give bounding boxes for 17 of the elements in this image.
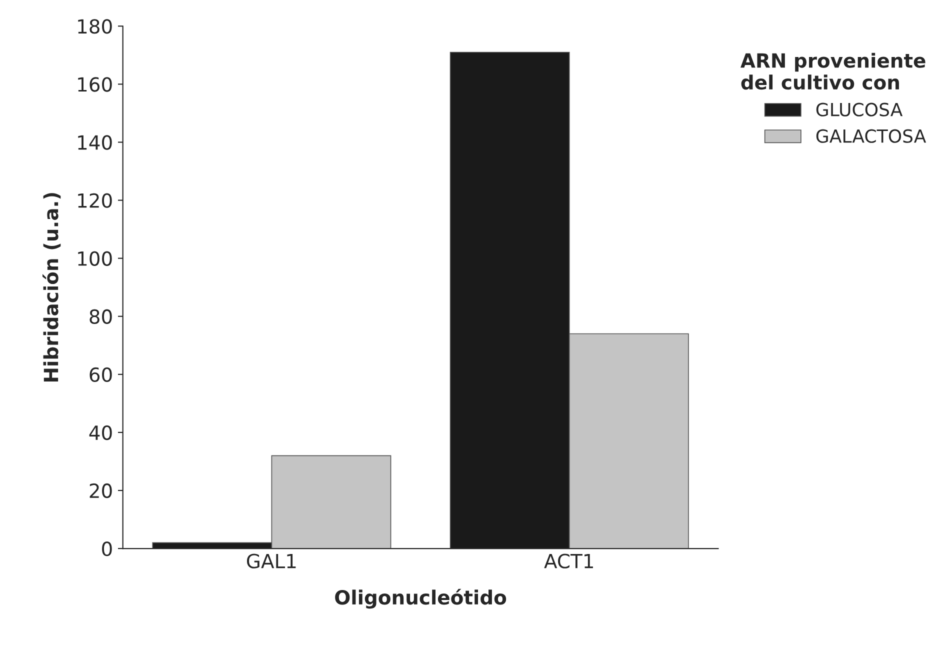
y-axis-title: Hibridación (u.a.) xyxy=(42,193,61,382)
y-tick-label: 120 xyxy=(78,193,112,208)
y-tick-label: 100 xyxy=(78,251,112,266)
y-tick-label: 40 xyxy=(89,425,112,440)
legend-label: GLUCOSA xyxy=(816,102,903,116)
legend-label: GALACTOSA xyxy=(816,129,926,143)
x-tick-label: ACT1 xyxy=(544,554,593,568)
x-tick-label: GAL1 xyxy=(246,554,296,568)
y-tick-label: 80 xyxy=(90,309,112,324)
y-tick-label: 0 xyxy=(102,541,112,556)
x-axis-title: Oligonucleótido xyxy=(335,588,506,609)
y-tick-label: 140 xyxy=(78,135,112,150)
y-tick-label: 180 xyxy=(78,19,112,34)
y-tick-label: 20 xyxy=(90,483,112,498)
y-tick-label: 60 xyxy=(90,367,112,382)
legend-title: ARN proveniente del cultivo con xyxy=(740,52,926,90)
y-tick-label: 160 xyxy=(78,77,112,92)
